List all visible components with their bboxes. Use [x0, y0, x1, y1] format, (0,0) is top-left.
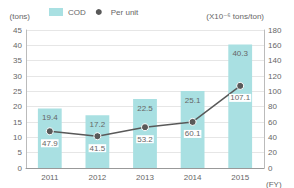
svg-text:140: 140 [268, 56, 282, 65]
svg-text:22.5: 22.5 [137, 104, 153, 113]
svg-text:Per unit: Per unit [111, 8, 139, 17]
svg-text:2013: 2013 [136, 173, 154, 182]
svg-text:0: 0 [18, 164, 23, 173]
svg-text:60: 60 [268, 118, 277, 127]
svg-text:19.4: 19.4 [42, 113, 58, 122]
svg-text:(FY): (FY) [266, 180, 282, 188]
svg-text:100: 100 [268, 87, 282, 96]
svg-text:(tons): (tons) [10, 12, 31, 21]
svg-text:180: 180 [268, 26, 282, 35]
svg-text:47.9: 47.9 [42, 139, 58, 148]
svg-text:2014: 2014 [184, 173, 202, 182]
svg-text:160: 160 [268, 41, 282, 50]
svg-text:80: 80 [268, 102, 277, 111]
svg-text:0: 0 [268, 164, 273, 173]
svg-text:17.2: 17.2 [90, 120, 106, 129]
svg-text:45: 45 [13, 26, 22, 35]
svg-text:20: 20 [268, 148, 277, 157]
svg-text:2011: 2011 [41, 173, 59, 182]
svg-text:107.1: 107.1 [230, 93, 251, 102]
svg-text:15: 15 [13, 118, 22, 127]
svg-text:(X10⁻⁶ tons/ton): (X10⁻⁶ tons/ton) [206, 12, 264, 21]
svg-text:COD: COD [68, 8, 86, 17]
svg-text:60.1: 60.1 [185, 129, 201, 138]
svg-text:25: 25 [13, 87, 22, 96]
svg-text:10: 10 [13, 133, 22, 142]
svg-text:40: 40 [268, 133, 277, 142]
svg-text:20: 20 [13, 102, 22, 111]
svg-text:40.3: 40.3 [232, 49, 248, 58]
svg-text:120: 120 [268, 72, 282, 81]
svg-text:41.5: 41.5 [90, 144, 106, 153]
svg-text:2012: 2012 [89, 173, 107, 182]
svg-text:2015: 2015 [231, 173, 249, 182]
svg-text:5: 5 [18, 148, 23, 157]
svg-text:35: 35 [13, 56, 22, 65]
svg-text:30: 30 [13, 72, 22, 81]
svg-text:40: 40 [13, 41, 22, 50]
svg-text:53.2: 53.2 [137, 135, 153, 144]
svg-text:25.1: 25.1 [185, 96, 201, 105]
